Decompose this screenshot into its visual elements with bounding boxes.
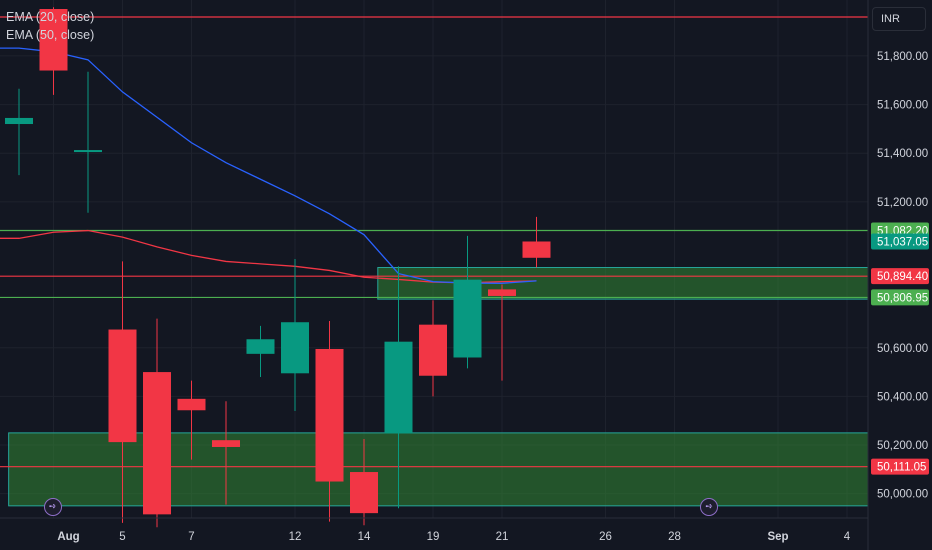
candle[interactable] <box>315 321 344 522</box>
time-tick-label: 21 <box>496 531 509 543</box>
time-tick-label: 4 <box>844 531 851 543</box>
price-tick-label: 51,800.00 <box>877 51 928 63</box>
price-tick-label: 50,200.00 <box>877 440 928 452</box>
ema-lines <box>0 47 537 284</box>
candle[interactable] <box>5 88 33 176</box>
price-label-red-text: 50,111.05 <box>877 462 926 474</box>
candle-body <box>39 8 68 71</box>
currency-button[interactable]: INR <box>872 7 926 31</box>
candle[interactable] <box>143 318 171 528</box>
candle-body <box>522 241 551 258</box>
time-tick-label: 28 <box>668 531 681 543</box>
support-zone <box>377 267 869 300</box>
time-tick-label: 14 <box>358 531 371 543</box>
candle-body <box>315 348 344 482</box>
indicator-legend: EMA (20, close) EMA (50, close) <box>6 8 94 44</box>
time-tick-label: 7 <box>188 531 194 543</box>
candle-body <box>281 322 309 374</box>
price-tick-label: 51,600.00 <box>877 100 928 112</box>
last-price-label-bg <box>871 233 929 250</box>
candle[interactable] <box>419 300 447 397</box>
candle[interactable] <box>212 401 240 505</box>
dividend-event-icon[interactable]: ➺ <box>700 498 718 516</box>
last-price-label[interactable]: 51,037.05 <box>871 233 929 250</box>
support-zone <box>8 432 869 507</box>
candle-body <box>212 440 240 447</box>
time-tick-label: Aug <box>57 531 79 543</box>
candle[interactable] <box>488 284 516 381</box>
price-label-red-text: 50,894.40 <box>877 271 928 283</box>
candle[interactable] <box>246 325 275 377</box>
ema20-legend-label[interactable]: EMA (20, close) <box>6 10 95 24</box>
price-label-green-bg <box>871 289 929 306</box>
candle[interactable] <box>384 266 413 509</box>
candle-body <box>5 117 33 125</box>
price-tick-label: 50,400.00 <box>877 391 928 403</box>
candle[interactable] <box>522 216 551 268</box>
price-tick-label: 51,200.00 <box>877 197 928 209</box>
candle-body <box>453 279 482 358</box>
candle-body <box>143 372 171 515</box>
ema50-legend-label[interactable]: EMA (50, close) <box>6 28 95 42</box>
candle-body <box>108 329 137 443</box>
time-tick-label: 19 <box>427 531 440 543</box>
price-label-red[interactable]: 50,894.40 <box>871 268 929 285</box>
time-axis[interactable]: Aug 5 7 12 14 19 21 26 28 Sep 4 <box>0 517 868 543</box>
candle-body <box>74 150 102 153</box>
time-tick-label: 12 <box>289 531 302 543</box>
ema20-line <box>0 47 537 284</box>
candle-body <box>350 472 378 514</box>
time-tick-label: 5 <box>119 531 125 543</box>
candle[interactable] <box>39 7 68 95</box>
zones <box>8 267 869 507</box>
candle[interactable] <box>350 438 378 526</box>
price-label-red-bg <box>871 268 929 285</box>
price-tick-label: 51,400.00 <box>877 148 928 160</box>
candle[interactable] <box>281 259 309 411</box>
candle[interactable] <box>108 261 137 523</box>
price-tick-label: 50,000.00 <box>877 489 928 501</box>
candle-body <box>419 324 447 376</box>
candle[interactable] <box>177 380 206 460</box>
candle-body <box>246 339 275 354</box>
price-axis[interactable]: 51,800.00 51,600.00 51,400.00 51,200.00 50,6… <box>867 0 932 550</box>
candle-body <box>488 289 516 296</box>
dividend-event-icon[interactable]: ➺ <box>43 498 62 516</box>
price-label-green[interactable]: 50,806.95 <box>871 289 929 306</box>
price-label-red-bg <box>871 458 929 475</box>
time-tick-label: Sep <box>767 531 788 543</box>
time-tick-label: 26 <box>599 531 612 543</box>
candle-body <box>384 341 413 434</box>
candles[interactable] <box>5 7 551 528</box>
candle-body <box>177 398 206 411</box>
candle[interactable] <box>74 71 102 213</box>
candle[interactable] <box>453 235 482 369</box>
price-label-green-text: 50,806.95 <box>877 292 928 304</box>
last-price-label-text: 51,037.05 <box>877 236 928 248</box>
price-label-red[interactable]: 50,111.05 <box>871 458 929 475</box>
price-tick-label: 50,600.00 <box>877 343 928 355</box>
